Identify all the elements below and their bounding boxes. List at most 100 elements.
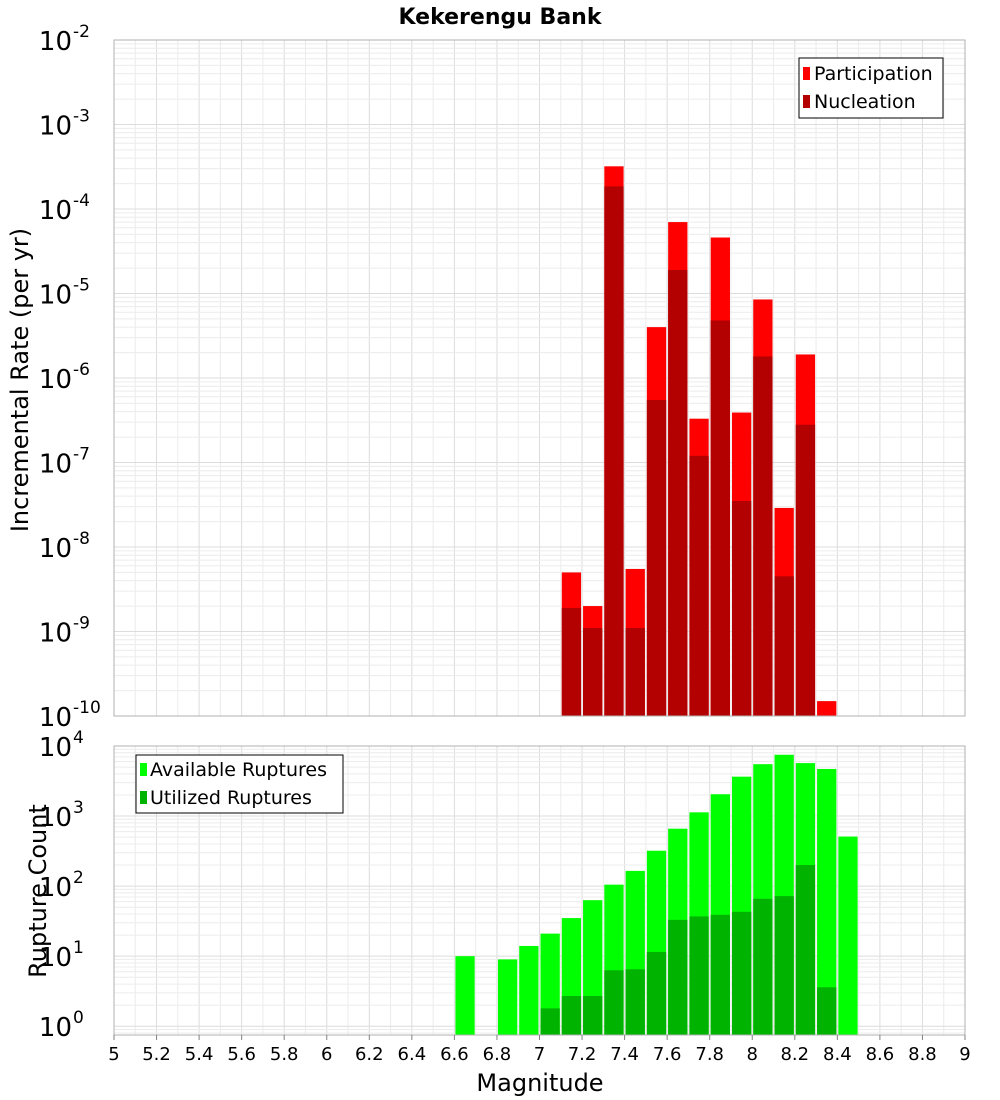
- bottom-bar-utilized-ruptures: [753, 898, 773, 1035]
- top-y-tick-label: 10: [39, 450, 72, 480]
- top-y-tick-label: 10: [39, 703, 72, 733]
- legend-swatch-participation: [803, 67, 810, 80]
- top-y-tick-label: 10: [39, 534, 72, 564]
- x-tick-label: 8.2: [780, 1044, 809, 1065]
- top-panel-y-ticks: 10-210-310-410-510-610-710-810-910-10: [39, 22, 101, 733]
- top-bar-nucleation: [646, 399, 667, 716]
- x-tick-label: 8.8: [908, 1044, 937, 1065]
- top-y-tick-exponent: -10: [73, 698, 101, 718]
- top-bar-nucleation: [625, 628, 645, 716]
- x-tick-label: 6.6: [440, 1044, 469, 1065]
- x-tick-label: 5.6: [227, 1044, 256, 1065]
- x-tick-label: 7.6: [653, 1044, 682, 1065]
- top-y-tick-label: 10: [39, 196, 72, 226]
- x-tick-label: 5.2: [142, 1044, 171, 1065]
- top-y-tick-exponent: -4: [73, 191, 90, 211]
- top-bar-nucleation: [795, 424, 816, 716]
- bottom-bar-utilized-ruptures: [817, 987, 837, 1035]
- bottom-panel-bars: [455, 754, 858, 1035]
- top-y-tick-exponent: -3: [73, 107, 90, 127]
- legend-swatch-nucleation: [803, 95, 810, 108]
- top-bar-nucleation: [583, 628, 603, 716]
- bottom-y-tick-exponent: 3: [73, 798, 84, 818]
- bottom-bar-utilized-ruptures: [689, 916, 709, 1035]
- bottom-bar-utilized-ruptures: [646, 951, 667, 1035]
- bottom-bar-utilized-ruptures: [625, 969, 645, 1035]
- x-axis-ticks: 5 5.2 5.4 5.6 5.8 6 6.2 6.4 6.6 6.8 7 7.2 7.4 7.6 7.8 8…: [108, 1035, 971, 1065]
- x-tick-label: 7.8: [695, 1044, 724, 1065]
- top-panel-frame: [113, 39, 966, 717]
- bottom-y-tick-exponent: 0: [73, 1008, 84, 1028]
- x-tick-label: 7.4: [610, 1044, 639, 1065]
- x-tick-label: 6.4: [398, 1044, 427, 1065]
- top-y-tick-exponent: -7: [73, 445, 90, 465]
- x-tick-label: 9: [959, 1044, 970, 1065]
- top-panel-bars: [561, 166, 837, 717]
- x-tick-label: 5: [108, 1044, 119, 1065]
- bottom-y-tick-exponent: 1: [73, 938, 84, 958]
- chart-title: Kekerengu Bank: [399, 5, 603, 30]
- top-bar-nucleation: [731, 501, 752, 716]
- x-tick-label: 8.4: [823, 1044, 852, 1065]
- top-y-tick-exponent: -6: [73, 360, 90, 380]
- bottom-bar-available-ruptures: [455, 956, 475, 1035]
- top-bar-nucleation: [561, 607, 582, 716]
- bottom-bar-utilized-ruptures: [731, 911, 752, 1035]
- top-y-tick-label: 10: [39, 619, 72, 649]
- legend-label-utilized: Utilized Ruptures: [150, 787, 312, 809]
- bottom-bar-utilized-ruptures: [561, 996, 582, 1035]
- x-tick-label: 6.2: [355, 1044, 384, 1065]
- legend-swatch-utilized: [140, 791, 147, 804]
- top-bar-nucleation: [668, 269, 688, 716]
- top-bar-participation: [817, 701, 837, 716]
- bottom-legend: Available Ruptures Utilized Ruptures: [135, 754, 344, 814]
- x-tick-label: 7: [534, 1044, 545, 1065]
- x-tick-label: 8: [747, 1044, 758, 1065]
- bottom-bar-utilized-ruptures: [668, 919, 688, 1035]
- top-panel-grid: [113, 39, 966, 717]
- x-axis-label: Magnitude: [476, 1069, 603, 1097]
- bottom-y-tick-label: 10: [39, 873, 72, 903]
- bottom-bar-available-ruptures: [519, 945, 539, 1035]
- bottom-bar-utilized-ruptures: [540, 1008, 560, 1035]
- top-y-tick-label: 10: [39, 112, 72, 142]
- legend-label-participation: Participation: [814, 63, 933, 85]
- top-bar-nucleation: [774, 576, 794, 716]
- top-y-tick-label: 10: [39, 365, 72, 395]
- top-bar-nucleation: [689, 455, 709, 716]
- bottom-bar-available-ruptures: [817, 768, 837, 1035]
- top-y-tick-label: 10: [39, 27, 72, 57]
- x-tick-label: 7.2: [568, 1044, 597, 1065]
- top-y-tick-label: 10: [39, 281, 72, 311]
- top-bar-nucleation: [604, 186, 624, 717]
- top-y-tick-exponent: -8: [73, 529, 90, 549]
- bottom-y-tick-label: 10: [39, 733, 72, 763]
- bottom-y-axis-label: Rupture Count: [24, 804, 52, 978]
- legend-label-nucleation: Nucleation: [814, 91, 916, 113]
- x-tick-label: 6: [321, 1044, 332, 1065]
- bottom-bar-utilized-ruptures: [774, 896, 794, 1035]
- bottom-y-tick-exponent: 2: [73, 868, 84, 888]
- bottom-bar-utilized-ruptures: [710, 914, 730, 1035]
- x-tick-label: 5.8: [270, 1044, 299, 1065]
- x-tick-label: 8.6: [866, 1044, 895, 1065]
- top-legend: Participation Nucleation: [798, 57, 944, 119]
- bottom-y-tick-label: 10: [39, 803, 72, 833]
- top-bar-nucleation: [710, 320, 730, 716]
- top-y-tick-exponent: -2: [73, 22, 90, 42]
- bottom-y-tick-exponent: 4: [73, 728, 84, 748]
- legend-swatch-available: [140, 763, 147, 776]
- bottom-bar-utilized-ruptures: [795, 865, 816, 1035]
- top-bar-nucleation: [753, 356, 773, 716]
- bottom-bar-available-ruptures: [838, 836, 858, 1035]
- x-tick-label: 5.4: [185, 1044, 214, 1065]
- bottom-bar-available-ruptures: [497, 959, 518, 1035]
- top-y-tick-exponent: -5: [73, 276, 90, 296]
- top-y-axis-label: Incremental Rate (per yr): [6, 228, 34, 532]
- legend-label-available: Available Ruptures: [150, 759, 327, 781]
- bottom-y-tick-label: 10: [39, 943, 72, 973]
- bottom-bar-utilized-ruptures: [583, 996, 603, 1035]
- bottom-y-tick-label: 10: [39, 1013, 72, 1043]
